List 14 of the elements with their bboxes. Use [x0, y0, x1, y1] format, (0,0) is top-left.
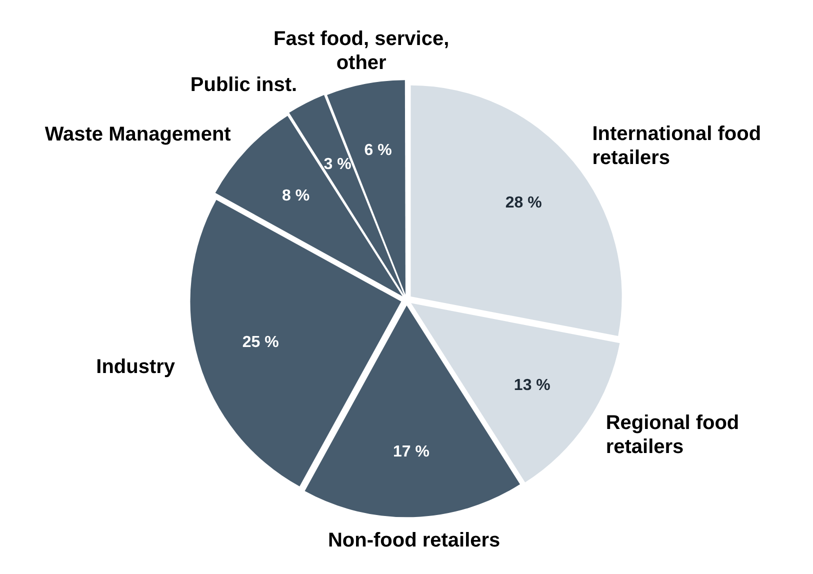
- slice-label: Non-food retailers: [328, 529, 500, 552]
- slice-label: Public inst.: [190, 74, 298, 96]
- slice-label: Fast food, service, other: [274, 28, 450, 74]
- data-label: 13 %: [514, 376, 550, 394]
- data-label: 3 %: [324, 156, 352, 174]
- data-label: 25 %: [242, 334, 279, 351]
- data-label: 28 %: [505, 194, 542, 212]
- slice-label: International food retailers: [592, 122, 762, 169]
- slice-label: Industry: [96, 356, 176, 378]
- slice-label: Waste Management: [44, 124, 232, 146]
- slice-label: Regional food retailers: [606, 412, 740, 458]
- data-label: 6 %: [364, 142, 392, 160]
- data-label: 8 %: [282, 187, 310, 204]
- data-label: 17 %: [393, 443, 430, 460]
